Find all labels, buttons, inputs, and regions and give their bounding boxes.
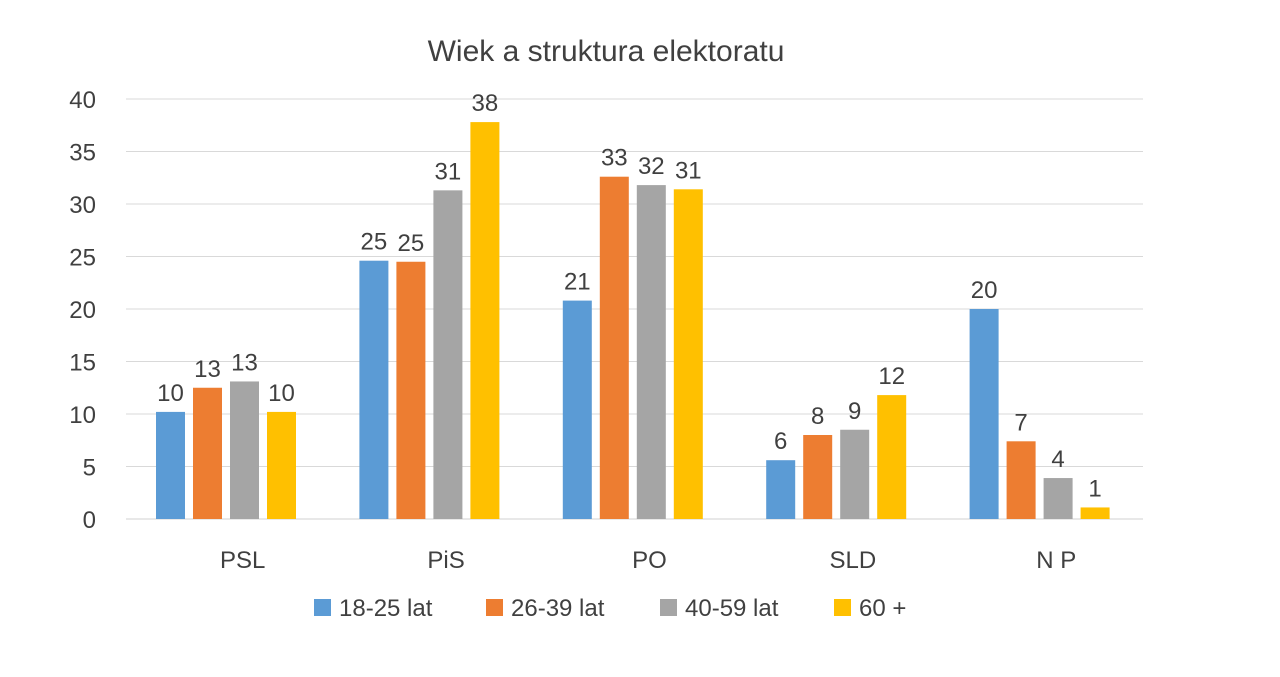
- legend: 18-25 lat 26-39 lat 40-59 lat 60 +: [314, 595, 906, 622]
- data-label: 6: [774, 428, 787, 455]
- x-category-label: PiS: [427, 547, 464, 574]
- legend-swatch: [314, 599, 331, 616]
- bar: [433, 190, 463, 519]
- y-tick-label: 40: [69, 87, 96, 114]
- x-axis-categories: PSL PiS PO SLD N P: [220, 547, 1076, 574]
- legend-item: 60 +: [834, 595, 906, 622]
- legend-swatch: [660, 599, 677, 616]
- legend-label: 18-25 lat: [339, 595, 433, 622]
- chart-title: Wiek a struktura elektoratu: [428, 35, 785, 68]
- data-label: 38: [472, 90, 499, 117]
- bar: [230, 381, 259, 519]
- data-label: 10: [268, 380, 295, 407]
- bar: [396, 261, 426, 519]
- legend-label: 40-59 lat: [685, 595, 779, 622]
- bar: [803, 435, 833, 519]
- data-label: 21: [564, 269, 591, 296]
- bar: [599, 176, 629, 519]
- x-category-label: PO: [632, 547, 667, 574]
- bar: [1043, 478, 1073, 519]
- legend-item: 26-39 lat: [486, 595, 605, 622]
- y-tick-label: 15: [69, 350, 96, 377]
- data-labels: 10 13 13 10 25 25 31 38 21 33 32 31 68 9 12 20 741: [157, 90, 1102, 502]
- data-label: 1: [1088, 475, 1101, 502]
- y-tick-label: 30: [69, 192, 96, 219]
- bar: [840, 429, 870, 519]
- legend-label: 26-39 lat: [511, 595, 605, 622]
- data-label: 8: [811, 403, 824, 430]
- y-tick-label: 25: [69, 245, 96, 272]
- y-tick-label: 5: [83, 455, 96, 482]
- y-tick-label: 0: [83, 507, 96, 534]
- data-label: 9: [848, 398, 861, 425]
- data-label: 13: [194, 356, 221, 383]
- bar: [470, 122, 500, 519]
- bar: [766, 460, 796, 519]
- legend-label: 60 +: [859, 595, 906, 622]
- data-label: 25: [361, 229, 388, 256]
- data-label: 20: [971, 277, 998, 304]
- bar: [1080, 507, 1110, 519]
- y-tick-label: 10: [69, 402, 96, 429]
- bar: [636, 185, 666, 519]
- bar: [673, 189, 703, 520]
- legend-item: 40-59 lat: [660, 595, 779, 622]
- x-category-label: PSL: [220, 547, 265, 574]
- y-tick-label: 35: [69, 140, 96, 167]
- bar: [156, 411, 185, 519]
- bar: [267, 411, 296, 519]
- data-label: 31: [675, 157, 702, 184]
- legend-swatch: [486, 599, 503, 616]
- x-category-label: SLD: [830, 547, 877, 574]
- data-label: 12: [878, 363, 905, 390]
- y-tick-label: 20: [69, 297, 96, 324]
- legend-swatch: [834, 599, 851, 616]
- data-label: 31: [435, 158, 462, 185]
- bar: [877, 395, 907, 519]
- bar: [969, 309, 999, 519]
- data-label: 4: [1051, 446, 1064, 473]
- data-label: 33: [601, 145, 628, 172]
- bar: [193, 387, 222, 519]
- data-label: 32: [638, 153, 665, 180]
- x-category-label: N P: [1036, 547, 1076, 574]
- y-axis-ticks: 0 5 10 15 20 25 30 35 40: [69, 87, 96, 534]
- bar: [1006, 441, 1036, 519]
- bar: [562, 300, 592, 519]
- bars: [156, 122, 1110, 520]
- data-label: 25: [398, 230, 425, 257]
- legend-item: 18-25 lat: [314, 595, 433, 622]
- data-label: 13: [231, 349, 258, 376]
- data-label: 10: [157, 380, 184, 407]
- bar: [359, 260, 389, 519]
- data-label: 7: [1014, 409, 1027, 436]
